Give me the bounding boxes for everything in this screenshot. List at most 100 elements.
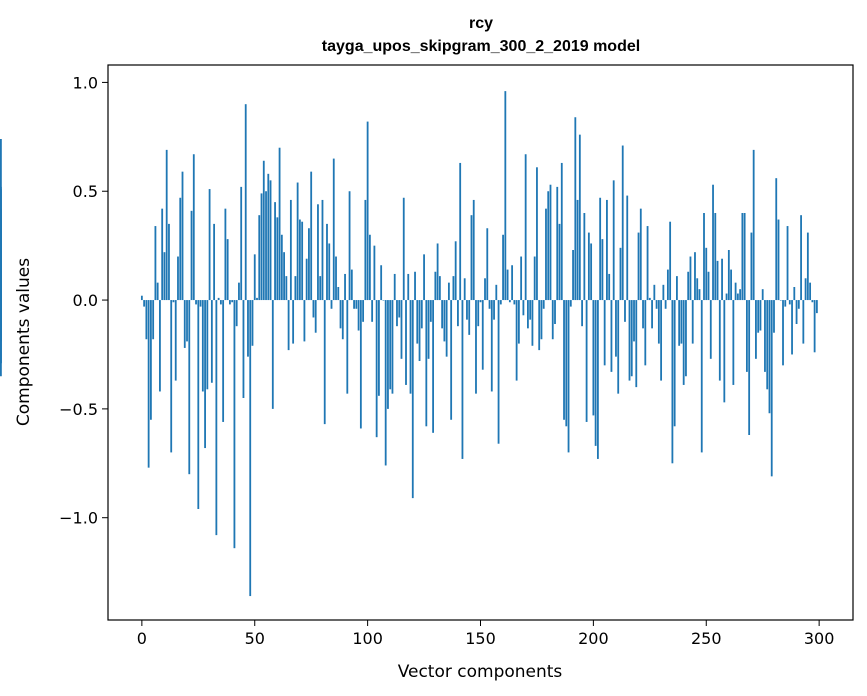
bar-149 [477,300,480,327]
bar-240 [682,300,685,385]
bar-292 [800,215,802,301]
bar-158 [497,300,500,444]
bar-246 [696,278,699,301]
bar-39 [229,300,231,305]
bar-252 [709,300,712,359]
bar-69 [296,182,299,301]
bar-168 [520,256,523,301]
bar-249 [703,213,705,301]
bar-82 [326,223,328,301]
bar-97 [359,300,362,429]
bar-27 [201,300,204,392]
y-tick-label: −0.5 [59,400,98,419]
bar-83 [328,243,331,301]
bar-267 [743,213,746,301]
chart-subtitle: tayga_upos_skipgram_300_2_2019 model [322,38,640,55]
bar-125 [423,254,425,301]
x-tick-label: 50 [245,629,265,648]
bar-49 [251,300,254,346]
bar-215 [626,195,629,301]
bar-288 [791,300,793,355]
bar-188 [565,300,568,427]
bar-52 [258,215,261,301]
bar-171 [527,300,529,329]
bar-217 [630,300,633,377]
bar-195 [581,300,583,327]
bar-150 [479,300,482,303]
bar-44 [240,186,243,301]
bar-160 [502,234,504,301]
bar-131 [436,243,439,301]
bar-139 [454,241,457,301]
y-tick-label: 1.0 [73,73,98,92]
bar-175 [536,167,538,301]
bar-87 [337,287,340,301]
x-tick-label: 150 [465,629,496,648]
bar-191 [572,250,574,301]
bar-231 [662,284,665,301]
bar-273 [757,300,760,333]
bar-163 [508,300,511,303]
bar-56 [267,173,270,301]
bar-227 [653,284,656,301]
bar-53 [260,193,263,301]
plot-frame [107,64,854,621]
bar-26 [199,300,202,307]
bar-152 [484,278,486,301]
bar-8 [159,300,161,392]
bar-112 [393,273,396,301]
bar-177 [540,300,543,340]
bar-137 [450,300,453,420]
bar-59 [274,202,276,301]
bar-207 [608,273,611,301]
bar-185 [558,223,561,301]
bar-4 [149,300,152,420]
bar-166 [515,300,518,381]
bar-0 [140,295,143,301]
bar-31 [210,300,213,383]
bar-151 [481,300,484,370]
bar-148 [475,300,477,394]
bar-178 [542,300,545,309]
bar-254 [714,213,717,301]
bar-291 [797,300,800,309]
bar-65 [287,300,290,351]
bar-123 [418,300,421,361]
bar-250 [705,247,708,301]
bar-72 [303,300,306,342]
bar-146 [470,215,473,301]
bar-280 [773,300,775,333]
bar-80 [321,199,324,301]
bar-13 [170,300,173,453]
bar-193 [576,199,579,301]
bar-103 [373,245,376,301]
bar-203 [599,197,602,301]
bar-263 [734,282,737,301]
bar-214 [624,300,626,322]
bar-268 [745,300,748,372]
bar-108 [384,300,387,466]
bar-68 [294,276,297,301]
bar-184 [556,186,559,301]
bar-253 [712,184,714,301]
bar-54 [262,160,265,301]
bar-117 [405,300,407,385]
bar-186 [560,162,563,301]
bar-187 [563,300,565,420]
bar-50 [253,254,256,301]
bar-46 [244,104,247,301]
bar-128 [429,300,432,322]
bar-38 [226,239,229,301]
x-tick-label: 100 [352,629,383,648]
bar-201 [594,300,597,446]
bar-91 [346,300,349,394]
bar-165 [513,300,516,305]
bar-276 [764,300,766,372]
bar-93 [350,269,353,301]
bar-51 [256,297,258,301]
bar-105 [378,300,380,396]
bar-63 [283,252,285,301]
bar-275 [761,289,764,301]
bar-264 [736,293,739,301]
